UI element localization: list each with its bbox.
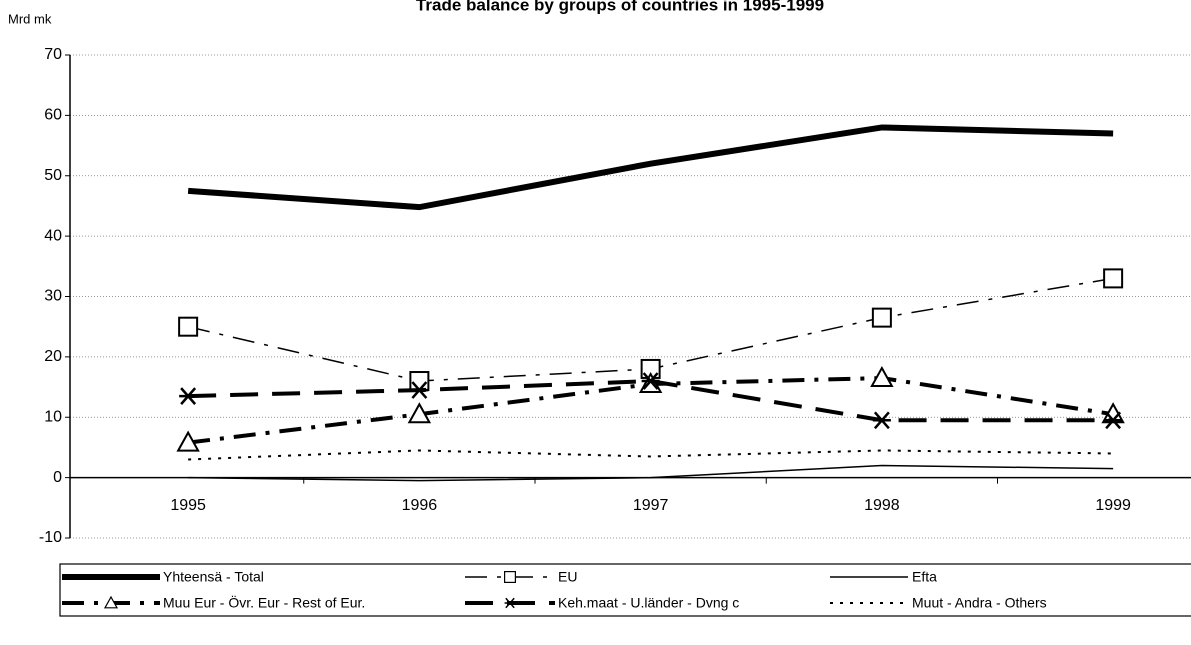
series (188, 464, 1114, 482)
marker (407, 402, 432, 424)
x-tick-label: 1998 (864, 497, 900, 514)
legend-box (59, 563, 1191, 617)
marker (872, 411, 891, 430)
y-tick-label: 30 (44, 288, 62, 305)
y-tick-label: 60 (44, 107, 62, 124)
legend-label: EU (558, 569, 577, 585)
x-tick-label: 1996 (402, 497, 438, 514)
marker (641, 372, 660, 390)
marker (1103, 268, 1124, 289)
marker (176, 430, 200, 452)
y-tick-label: 70 (44, 46, 62, 63)
y-tick-label: 0 (53, 469, 62, 486)
legend-label: Muut - Andra - Others (912, 595, 1047, 611)
x-tick-label: 1997 (633, 497, 669, 514)
series (187, 124, 1114, 211)
legend-item: Muu Eur - Övr. Eur - Rest of Eur. (62, 594, 365, 611)
marker (504, 571, 517, 584)
marker (410, 381, 429, 399)
legend-item: Yhteensä - Total (62, 569, 264, 585)
x-tick-label: 1999 (1095, 497, 1131, 514)
legend-item: Keh.maat - U.länder - Dvng c (465, 595, 739, 611)
marker (504, 597, 516, 609)
legend-item: EU (465, 569, 577, 585)
legend-item: Muut - Andra - Others (830, 595, 1047, 611)
marker (409, 371, 430, 392)
marker (103, 595, 119, 609)
chart-title: Trade balance by groups of countries in … (416, 0, 824, 14)
y-axis-label: Mrd mk (8, 11, 52, 26)
legend-marker (504, 571, 517, 584)
marker (179, 387, 198, 405)
marker (178, 316, 199, 337)
series (188, 449, 1114, 461)
legend-label: Efta (912, 569, 937, 585)
series-line (188, 464, 1114, 482)
series-line (187, 124, 1114, 211)
y-tick-label: 50 (44, 167, 62, 184)
y-tick-label: 10 (44, 408, 62, 425)
series (176, 365, 1125, 452)
y-tick-label: 40 (44, 227, 62, 244)
legend-label: Muu Eur - Övr. Eur - Rest of Eur. (163, 594, 365, 611)
series-line (188, 449, 1114, 461)
series (178, 268, 1124, 392)
legend-marker (103, 595, 119, 609)
legend-label: Keh.maat - U.länder - Dvng c (558, 595, 739, 611)
legend-marker (504, 597, 516, 609)
marker (1104, 411, 1123, 430)
marker (871, 307, 892, 328)
legend-item: Efta (830, 569, 937, 585)
marker (870, 365, 894, 388)
x-tick-label: 1995 (170, 497, 206, 514)
series (179, 372, 1123, 430)
legend-label: Yhteensä - Total (163, 569, 264, 585)
y-tick-label: -10 (39, 529, 62, 546)
y-tick-label: 20 (44, 348, 62, 365)
